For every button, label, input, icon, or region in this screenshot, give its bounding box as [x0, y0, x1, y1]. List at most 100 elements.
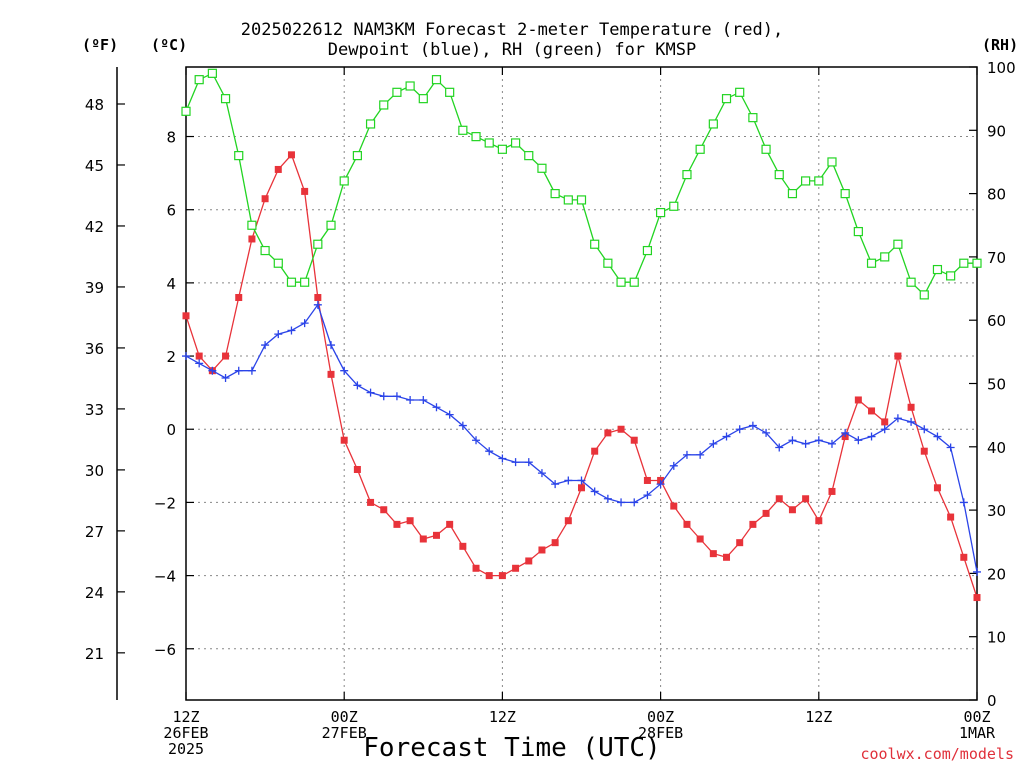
dewpoint-point: [643, 491, 652, 500]
2-meter-temperature-point: [538, 546, 546, 554]
x-tick-label: 28FEB: [638, 724, 683, 742]
rh-point: [774, 170, 784, 180]
rh-tick-label: 80: [987, 186, 1006, 204]
rh-point: [735, 87, 745, 97]
rh-point: [748, 113, 758, 123]
rh-point: [708, 119, 718, 129]
rh-point: [946, 271, 956, 281]
rh-point: [260, 245, 270, 256]
fahrenheit-tick-label: 45: [85, 157, 104, 175]
dewpoint-point: [182, 352, 190, 361]
fahrenheit-tick-label: 36: [85, 340, 104, 358]
dewpoint-point: [313, 300, 322, 309]
2-meter-temperature-point: [485, 572, 493, 580]
dewpoint-point: [762, 428, 771, 437]
dewpoint-point: [247, 366, 256, 375]
rh-point: [194, 75, 204, 85]
rh-point: [814, 176, 824, 186]
2-meter-temperature-point: [327, 370, 335, 378]
dewpoint-point: [340, 366, 349, 375]
x-tick-label: 12Z: [172, 708, 199, 726]
2-meter-temperature-point: [802, 495, 810, 503]
rh-point: [181, 106, 191, 116]
2-meter-temperature-point: [274, 165, 282, 173]
rh-tick-label: 30: [987, 502, 1006, 520]
fahrenheit-tick-label: 24: [85, 584, 104, 602]
rh-point: [682, 170, 692, 180]
x-tick-label: 12Z: [489, 708, 516, 726]
dewpoint-point: [630, 498, 639, 507]
dewpoint-point: [959, 498, 968, 507]
rh-point: [880, 252, 890, 262]
rh-point: [563, 195, 573, 205]
rh-point: [286, 277, 297, 287]
2-meter-temperature-point: [854, 396, 862, 404]
2-meter-temperature-point: [868, 407, 876, 415]
rh-point: [220, 94, 231, 104]
rh-point: [721, 94, 732, 104]
rh-tick-label: 90: [987, 122, 1006, 140]
2-meter-temperature-point: [670, 502, 678, 510]
dewpoint-point: [735, 425, 744, 434]
rh-point: [326, 220, 336, 230]
2-meter-temperature-point: [709, 550, 717, 558]
rh-point: [379, 100, 389, 110]
2-meter-temperature-point: [301, 187, 309, 195]
rh-point: [866, 258, 877, 268]
dewpoint-point: [827, 439, 836, 448]
2-meter-temperature-point: [564, 517, 572, 525]
dewpoint-point: [458, 421, 467, 430]
dewpoint-point: [524, 458, 533, 467]
x-tick-label: 26FEB: [163, 724, 208, 742]
2-meter-temperature-point: [432, 531, 440, 539]
2-meter-temperature-point: [406, 517, 414, 525]
dewpoint-point: [221, 374, 230, 383]
rh-point: [339, 176, 349, 186]
2-meter-temperature-point: [894, 352, 902, 360]
rh-point: [510, 138, 521, 148]
rh-point: [392, 87, 402, 97]
chart-title-line-1: 2025022612 NAM3KM Forecast 2-meter Tempe…: [240, 20, 784, 40]
dewpoint-point: [195, 359, 204, 368]
dewpoint-point: [577, 476, 586, 485]
2-meter-temperature-series-line: [185, 153, 978, 598]
dewpoint-point: [682, 450, 691, 459]
rh-tick-label: 50: [987, 376, 1006, 394]
x-tick-label: 12Z: [805, 708, 832, 726]
rh-point: [524, 151, 534, 161]
rh-point: [972, 258, 982, 268]
2-meter-temperature-point: [419, 535, 427, 543]
dewpoint-point: [234, 366, 243, 375]
2-meter-temperature-point: [353, 465, 361, 473]
2-meter-temperature-point: [287, 151, 295, 159]
dewpoint-point: [907, 417, 916, 426]
celsius-tick-label: 4: [166, 275, 176, 293]
dewpoint-point: [722, 432, 731, 441]
2-meter-temperature-point: [512, 564, 520, 572]
2-meter-temperature-point: [604, 429, 612, 437]
rh-point: [418, 94, 428, 104]
2-meter-temperature-point: [643, 476, 651, 484]
rh-point: [959, 258, 969, 268]
dewpoint-point: [854, 436, 863, 445]
rh-point: [405, 81, 415, 91]
2-meter-temperature-point: [683, 520, 691, 528]
dewpoint-point: [709, 439, 718, 448]
dewpoint-point: [366, 388, 375, 397]
rh-tick-label: 60: [987, 312, 1006, 330]
rh-tick-label: 10: [987, 629, 1006, 647]
2-meter-temperature-point: [261, 195, 269, 203]
rh-point: [906, 277, 916, 287]
dewpoint-point: [392, 392, 401, 401]
rh-point: [787, 189, 798, 199]
source-credit: coolwx.com/models: [860, 745, 1014, 763]
2-meter-temperature-point: [498, 572, 506, 580]
2-meter-temperature-point: [472, 564, 480, 572]
dewpoint-point: [814, 436, 823, 445]
dewpoint-point: [775, 443, 784, 452]
dewpoint-point: [669, 461, 678, 470]
rh-point: [801, 176, 811, 186]
2-meter-temperature-point: [551, 539, 559, 547]
dewpoint-point: [353, 381, 362, 390]
dewpoint-point: [406, 395, 415, 404]
